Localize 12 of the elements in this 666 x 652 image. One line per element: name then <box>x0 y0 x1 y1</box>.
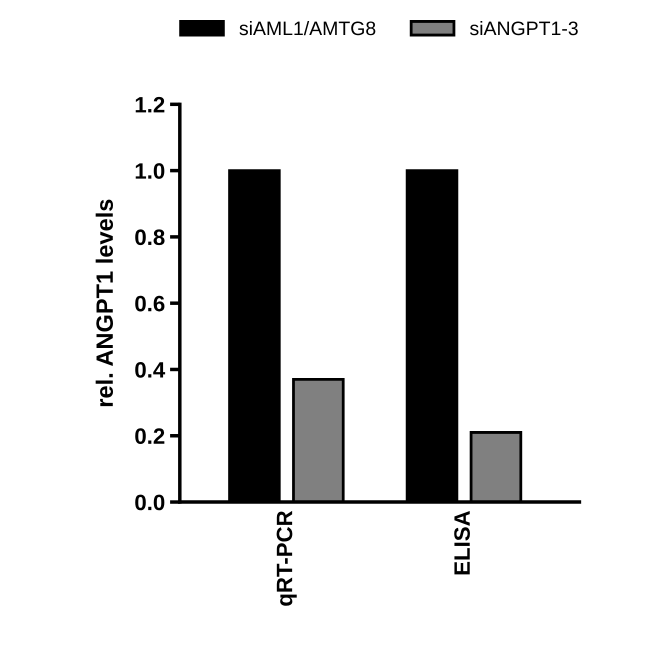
y-tick-label: 1.0 <box>136 163 164 179</box>
y-tick-label: 0.0 <box>135 494 164 510</box>
legend-label: siAML1/AMTG8 <box>239 20 376 36</box>
x-tick-label: ELISA <box>454 510 470 574</box>
x-tick-label: qRT-PCR <box>276 510 297 606</box>
y-tick-label: 0.4 <box>135 362 166 378</box>
y-tick-label: 0.6 <box>135 296 164 312</box>
y-tick-label: 0.8 <box>135 229 165 246</box>
y-axis-title: rel. ANGPT1 levels <box>96 200 114 406</box>
y-tick-label: 0.2 <box>135 428 164 444</box>
y-tick-label: 1.2 <box>136 96 164 112</box>
legend-label: siANGPT1-3 <box>470 20 578 36</box>
